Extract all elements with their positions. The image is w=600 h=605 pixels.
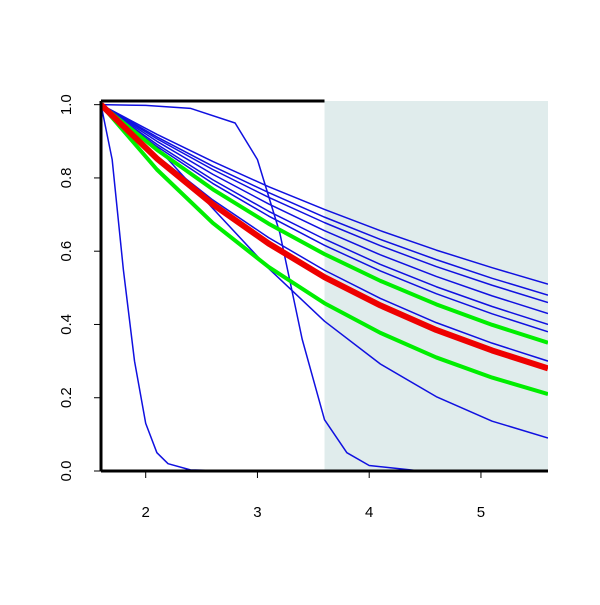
y-tick-label: 0.2 — [58, 387, 75, 408]
series-line — [101, 104, 548, 285]
y-tick-label: 0.6 — [58, 241, 75, 262]
series-line — [101, 103, 548, 345]
series-line — [101, 102, 548, 372]
series-line — [101, 104, 548, 315]
series-line — [101, 104, 548, 439]
y-tick-label: 0.4 — [58, 314, 75, 335]
y-tick-label: 1.0 — [58, 94, 75, 115]
y-tick-label: 0.0 — [58, 461, 75, 482]
x-tick-label: 3 — [253, 504, 261, 521]
y-tick-label: 0.8 — [58, 168, 75, 189]
series-line — [101, 104, 548, 296]
x-tick-label: 5 — [477, 504, 485, 521]
series-line — [101, 104, 548, 333]
series-line — [101, 104, 548, 304]
series-line — [101, 103, 548, 396]
series-line — [101, 103, 548, 471]
x-tick-label: 2 — [142, 504, 150, 521]
x-tick-label: 4 — [365, 504, 373, 521]
series-line — [101, 104, 548, 326]
